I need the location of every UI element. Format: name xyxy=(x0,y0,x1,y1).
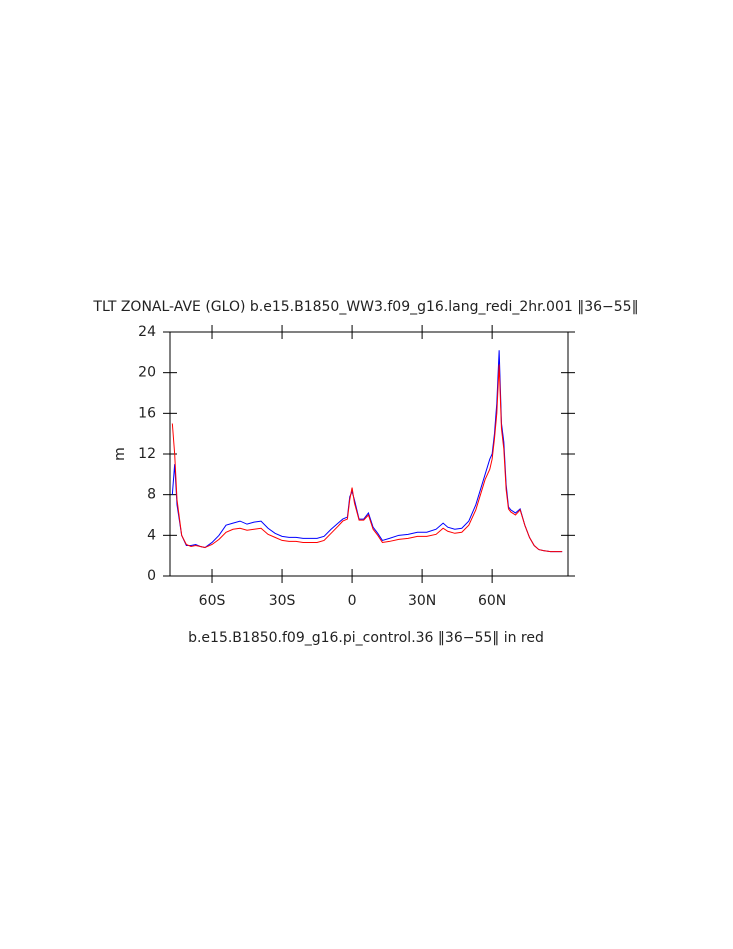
y-tick-label: 16 xyxy=(138,405,156,421)
y-axis-label: m xyxy=(112,447,128,461)
x-tick-label: 30N xyxy=(408,593,436,609)
x-tick-label: 30S xyxy=(269,593,296,609)
y-tick-label: 20 xyxy=(138,365,156,381)
y-tick-label: 24 xyxy=(138,324,156,340)
y-tick-label: 4 xyxy=(147,527,156,543)
chart-subtitle: b.e15.B1850.f09_g16.pi_control.36 ‖36−55… xyxy=(188,630,544,646)
x-tick-label: 60N xyxy=(478,593,506,609)
x-tick-label: 60S xyxy=(199,593,226,609)
plot-frame xyxy=(169,331,569,577)
y-tick-label: 12 xyxy=(138,446,156,462)
y-tick-label: 0 xyxy=(147,568,156,584)
data-line xyxy=(171,364,563,553)
y-tick-label: 8 xyxy=(147,487,156,503)
chart-title: TLT ZONAL-AVE (GLO) b.e15.B1850_WW3.f09_… xyxy=(92,299,638,315)
x-tick-label: 0 xyxy=(348,593,357,609)
